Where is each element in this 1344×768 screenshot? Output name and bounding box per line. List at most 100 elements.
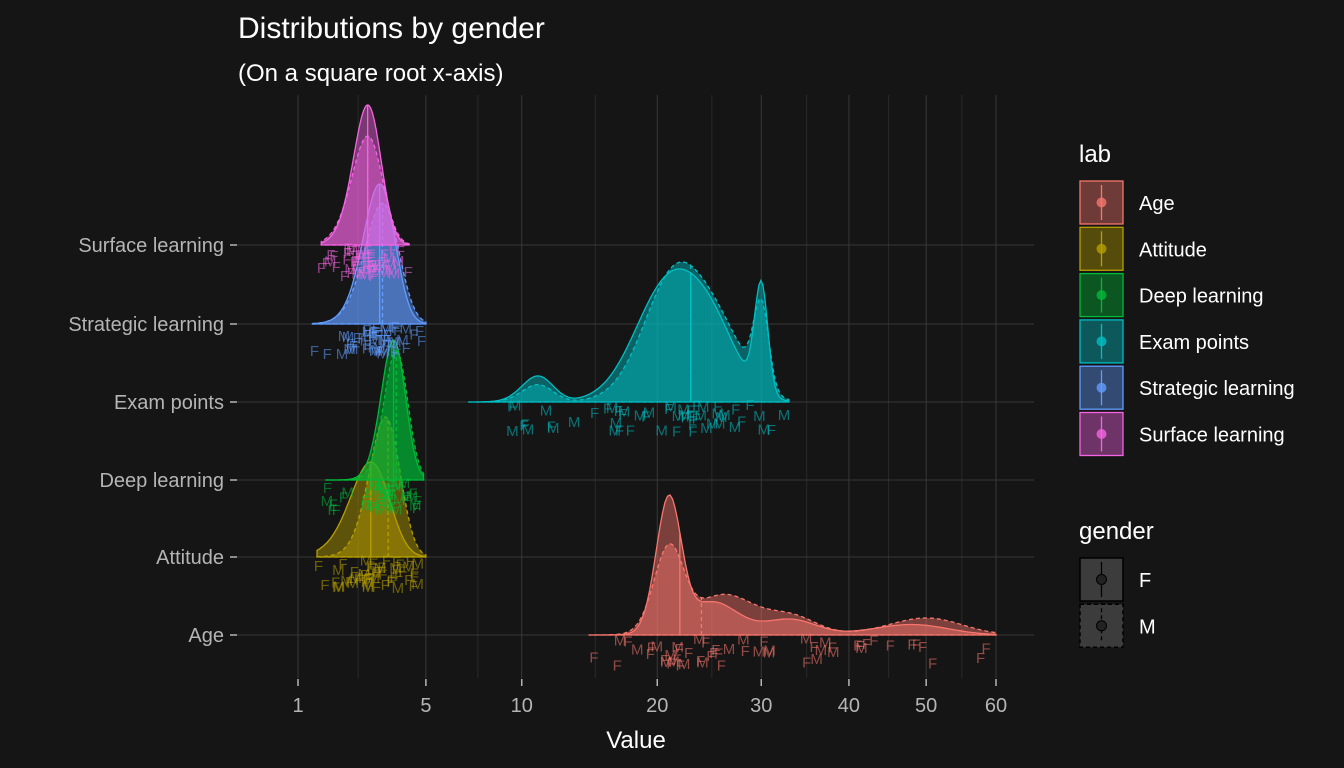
point-label: M: [827, 644, 840, 661]
point-label: F: [714, 645, 723, 662]
point-label: F: [350, 254, 359, 271]
point-label: M: [509, 397, 522, 414]
chart-subtitle: (On a square root x-axis): [238, 60, 504, 87]
point-label: M: [349, 570, 362, 587]
point-label: F: [310, 343, 319, 360]
point-label: F: [378, 567, 387, 584]
point-label: F: [343, 240, 352, 257]
point-label: M: [386, 334, 399, 351]
point-label: F: [373, 327, 382, 344]
point-label: M: [341, 484, 354, 501]
point-label: F: [349, 338, 358, 355]
point-label: F: [869, 633, 878, 650]
point-label: F: [329, 496, 338, 513]
point-label: F: [350, 564, 359, 581]
x-tick-label: 60: [985, 695, 1007, 717]
x-axis-title: Value: [606, 727, 666, 754]
point-label: F: [388, 481, 397, 498]
point-label: F: [507, 399, 516, 416]
point-label: F: [706, 648, 715, 665]
point-label: F: [379, 483, 388, 500]
point-label: M: [399, 320, 412, 337]
point-label: M: [402, 559, 415, 576]
density-f: [311, 183, 427, 325]
point-label: M: [672, 408, 685, 425]
point-label: F: [713, 399, 722, 416]
point-label: F: [374, 501, 383, 518]
point-label: M: [374, 560, 387, 577]
point-label: M: [700, 420, 713, 437]
density-f: [468, 268, 790, 403]
legend-label: Exam points: [1139, 332, 1249, 354]
point-label: F: [375, 490, 384, 507]
point-label: F: [367, 249, 376, 266]
point-label: M: [371, 342, 384, 359]
point-label: F: [802, 655, 811, 672]
point-label: F: [389, 242, 398, 259]
point-label: F: [392, 554, 401, 571]
point-label: F: [741, 643, 750, 660]
point-label: F: [368, 326, 377, 343]
point-label: M: [723, 641, 736, 658]
point-label: F: [367, 258, 376, 275]
point-label: F: [377, 564, 386, 581]
legend-key-dot: [1096, 243, 1107, 254]
point-label: F: [342, 251, 351, 268]
point-label: M: [382, 487, 395, 504]
point-label: M: [393, 492, 406, 509]
point-label: M: [763, 644, 776, 661]
point-label: M: [800, 631, 813, 648]
point-label: M: [411, 576, 424, 593]
point-label: F: [618, 406, 627, 423]
point-label: F: [320, 577, 329, 594]
point-label: F: [366, 558, 375, 575]
point-label: M: [347, 575, 360, 592]
point-label: M: [406, 488, 419, 505]
point-label: F: [345, 574, 354, 591]
point-label: F: [323, 346, 332, 363]
point-label: F: [377, 497, 386, 514]
point-label: M: [400, 487, 413, 504]
point-label: F: [382, 481, 391, 498]
legend-title-gender: gender: [1079, 518, 1154, 545]
point-label: M: [388, 266, 401, 283]
point-label: F: [369, 555, 378, 572]
y-axis: Age Attitude Deep learning Exam points Strat…: [68, 235, 237, 647]
point-label: F: [381, 338, 390, 355]
point-label: F: [331, 574, 340, 591]
point-label: F: [392, 345, 401, 362]
point-label: F: [759, 634, 768, 651]
point-label: M: [377, 264, 390, 281]
point-label: F: [590, 405, 599, 422]
point-label: F: [912, 636, 921, 653]
point-label: F: [767, 422, 776, 439]
point-label: F: [353, 330, 362, 347]
point-label: M: [614, 632, 627, 649]
point-label: F: [363, 243, 372, 260]
point-label: F: [367, 561, 376, 578]
point-label: F: [347, 265, 356, 282]
point-label: F: [387, 338, 396, 355]
point-label: M: [855, 640, 868, 657]
point-label: F: [326, 247, 335, 264]
point-label: F: [383, 487, 392, 504]
point-label: F: [329, 248, 338, 265]
x-tick-label: 1: [292, 695, 303, 717]
point-label: F: [368, 268, 377, 285]
point-label: M: [375, 479, 388, 496]
point-label: F: [372, 320, 381, 337]
point-label: M: [389, 334, 402, 351]
point-label: F: [408, 486, 417, 503]
legend-item-exam-points: Exam points: [1079, 319, 1249, 364]
y-tick-label: Deep learning: [99, 470, 224, 492]
point-label: M: [664, 398, 677, 415]
point-label: F: [382, 257, 391, 274]
density-f: [588, 494, 997, 636]
point-label: M: [369, 259, 382, 276]
point-label: M: [763, 642, 776, 659]
y-tick-label: Exam points: [114, 392, 224, 414]
point-label: M: [713, 416, 726, 433]
point-label: F: [322, 255, 331, 272]
